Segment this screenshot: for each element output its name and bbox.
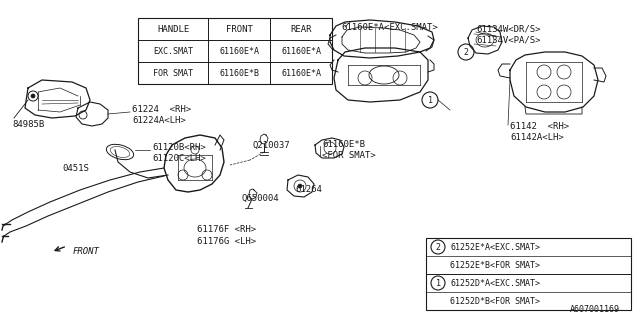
Text: 61252E*B<FOR SMAT>: 61252E*B<FOR SMAT>	[450, 260, 540, 269]
Text: 61160E*B: 61160E*B	[322, 140, 365, 148]
Circle shape	[31, 94, 35, 98]
Text: FRONT: FRONT	[73, 247, 100, 257]
Text: 61252E*A<EXC.SMAT>: 61252E*A<EXC.SMAT>	[450, 243, 540, 252]
Text: Q210037: Q210037	[252, 140, 290, 149]
Text: 61160E*A: 61160E*A	[219, 46, 259, 55]
Text: 61160E*A: 61160E*A	[281, 46, 321, 55]
Text: 2: 2	[463, 47, 468, 57]
Text: 61252D*B<FOR SMAT>: 61252D*B<FOR SMAT>	[450, 297, 540, 306]
Text: 61160E*A<EXC.SMAT>: 61160E*A<EXC.SMAT>	[341, 22, 438, 31]
Text: 61224A<LH>: 61224A<LH>	[132, 116, 186, 124]
Text: HANDLE: HANDLE	[157, 25, 189, 34]
Text: 61252D*A<EXC.SMAT>: 61252D*A<EXC.SMAT>	[450, 278, 540, 287]
Text: REAR: REAR	[291, 25, 312, 34]
Text: A607001169: A607001169	[570, 306, 620, 315]
Text: 61160E*A: 61160E*A	[281, 68, 321, 77]
Text: Q650004: Q650004	[241, 194, 278, 203]
Text: FOR SMAT: FOR SMAT	[153, 68, 193, 77]
Text: 0451S: 0451S	[62, 164, 89, 172]
Text: 1: 1	[428, 95, 433, 105]
Circle shape	[298, 184, 302, 188]
Text: 2: 2	[435, 243, 440, 252]
Text: 61264: 61264	[295, 185, 322, 194]
Bar	[138, 18, 332, 84]
Text: 84985B: 84985B	[12, 119, 44, 129]
Text: <FOR SMAT>: <FOR SMAT>	[322, 150, 376, 159]
Text: 61134W<DR/S>: 61134W<DR/S>	[476, 25, 541, 34]
Text: 61120C<LH>: 61120C<LH>	[152, 154, 205, 163]
Text: 61176G <LH>: 61176G <LH>	[197, 236, 256, 245]
Text: 61224  <RH>: 61224 <RH>	[132, 105, 191, 114]
Text: FRONT: FRONT	[225, 25, 252, 34]
Text: 61176F <RH>: 61176F <RH>	[197, 226, 256, 235]
Bar	[426, 238, 631, 310]
Text: 61134V<PA/S>: 61134V<PA/S>	[476, 36, 541, 44]
Text: 61120B<RH>: 61120B<RH>	[152, 142, 205, 151]
Text: 1: 1	[435, 278, 440, 287]
Text: 61160E*B: 61160E*B	[219, 68, 259, 77]
Text: 61142  <RH>: 61142 <RH>	[510, 122, 569, 131]
Text: 61142A<LH>: 61142A<LH>	[510, 132, 564, 141]
Text: EXC.SMAT: EXC.SMAT	[153, 46, 193, 55]
